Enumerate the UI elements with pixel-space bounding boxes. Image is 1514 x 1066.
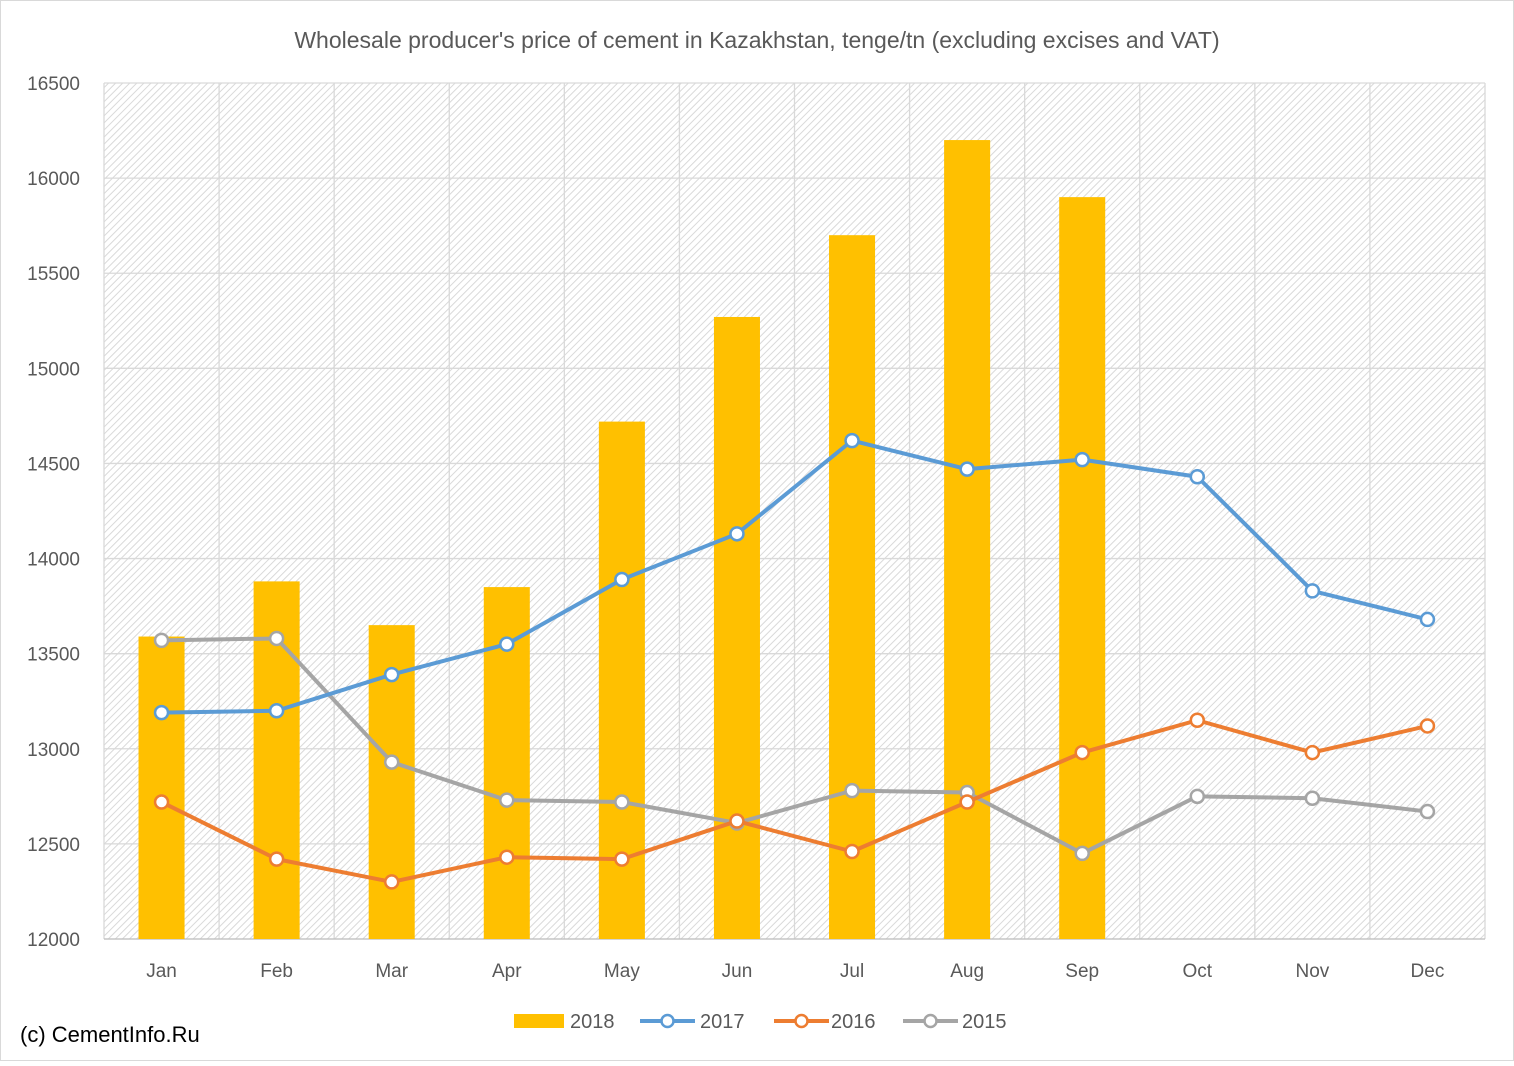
x-tick-label: Mar <box>375 961 408 982</box>
x-tick-label: Feb <box>260 961 293 982</box>
x-tick-label: Dec <box>1411 961 1445 982</box>
bar-2018-aug <box>944 140 991 940</box>
point-2016-aug <box>959 794 975 810</box>
y-tick-label: 12000 <box>27 930 80 951</box>
line-series-2016 <box>160 718 1428 884</box>
point-2015-dec <box>1419 803 1436 820</box>
y-tick-label: 16500 <box>27 74 80 95</box>
y-axis: 12000 12500 13000 13500 14000 14500 15000 15500… <box>27 74 80 951</box>
x-tick-label: Jun <box>722 961 753 982</box>
bar-2018-sep <box>1059 197 1106 940</box>
legend-marker-2016 <box>794 1013 809 1029</box>
y-tick-label: 16000 <box>27 169 80 190</box>
legend-label-2017: 2017 <box>700 1011 745 1033</box>
point-2016-nov <box>1304 744 1321 761</box>
legend-marker-2015 <box>923 1013 938 1029</box>
x-tick-label: Oct <box>1183 961 1213 982</box>
y-tick-label: 14000 <box>27 550 80 571</box>
point-2016-jul <box>844 843 860 860</box>
point-2017-oct <box>1189 469 1206 485</box>
point-2017-jan <box>153 704 170 721</box>
x-tick-label: Aug <box>950 961 984 982</box>
line-series-group <box>153 432 1436 890</box>
point-2016-jan <box>153 794 170 810</box>
x-tick-label: Jan <box>146 961 177 982</box>
point-2016-apr <box>499 849 515 865</box>
y-tick-label: 13500 <box>27 645 80 666</box>
y-tick-label: 15000 <box>27 359 80 380</box>
bar-2018-jan <box>138 636 185 939</box>
point-2017-mar <box>383 666 400 683</box>
point-2017-nov <box>1304 583 1321 599</box>
bar-series-group <box>138 140 1106 940</box>
legend-label-2018: 2018 <box>570 1011 615 1033</box>
gridlines <box>103 82 1486 940</box>
point-2016-oct <box>1189 712 1206 728</box>
x-axis: Jan Feb Mar Apr May Jun Jul Aug Sep Oct Nov Dec <box>104 938 1485 982</box>
source-credit: (c) CementInfo.Ru <box>20 1022 200 1047</box>
point-2015-sep <box>1074 845 1090 862</box>
legend-marker-2017 <box>660 1013 675 1029</box>
point-2016-mar <box>383 874 400 890</box>
y-tick-label: 12500 <box>27 835 80 856</box>
point-2017-aug <box>959 461 975 477</box>
bar-2018-jun <box>713 316 760 939</box>
point-2017-feb <box>268 702 285 719</box>
point-2017-apr <box>499 636 515 652</box>
legend-label-2016: 2016 <box>831 1011 876 1033</box>
point-2017-jul <box>844 432 860 449</box>
point-2017-may <box>614 571 630 588</box>
point-2016-dec <box>1419 718 1436 734</box>
point-2017-dec <box>1419 611 1436 628</box>
x-tick-label: Sep <box>1065 961 1099 982</box>
point-2015-jul <box>844 782 860 799</box>
point-2015-feb <box>268 630 285 647</box>
x-tick-label: Jul <box>840 961 864 982</box>
y-tick-label: 14500 <box>27 454 80 475</box>
chart-title: Wholesale producer's price of cement in … <box>294 27 1219 53</box>
line-series-2015 <box>161 636 1428 856</box>
legend-swatch-2018 <box>514 1014 564 1028</box>
point-2015-apr <box>499 792 515 808</box>
x-tick-label: Nov <box>1295 961 1329 982</box>
point-2015-jan <box>153 632 170 649</box>
x-tick-label: May <box>604 961 640 982</box>
point-2016-sep <box>1074 744 1090 761</box>
line-series-2017 <box>161 438 1428 715</box>
point-2017-jun <box>729 526 745 542</box>
point-2016-may <box>614 851 630 867</box>
point-2016-jun <box>729 813 745 829</box>
legend-label-2015: 2015 <box>962 1011 1007 1033</box>
point-2017-sep <box>1074 451 1090 468</box>
point-2015-mar <box>383 754 400 770</box>
x-tick-label: Apr <box>492 961 522 982</box>
y-tick-label: 13000 <box>27 740 80 761</box>
point-2016-feb <box>268 851 285 867</box>
point-2015-oct <box>1189 788 1206 805</box>
point-2015-nov <box>1304 790 1321 806</box>
bar-2018-jul <box>829 235 876 939</box>
y-tick-label: 15500 <box>27 264 80 285</box>
point-2015-may <box>614 794 630 810</box>
legend: 2018 2017 2016 2015 <box>514 1011 1007 1033</box>
